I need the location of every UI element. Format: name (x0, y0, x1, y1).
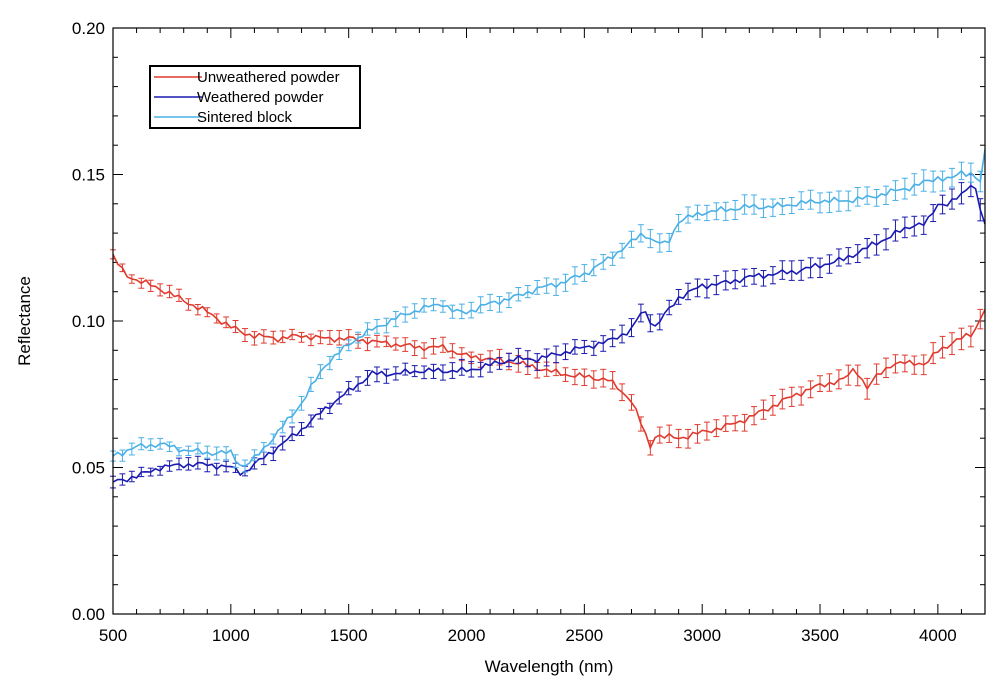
series-unweathered-powder (110, 249, 986, 456)
x-tick-label: 1000 (212, 626, 250, 645)
series-line (112, 253, 986, 450)
legend-label: Sintered block (197, 109, 293, 126)
y-tick-label: 0.10 (72, 312, 105, 331)
y-tick-label: 0.20 (72, 19, 105, 38)
x-tick-label: 4000 (919, 626, 957, 645)
series-sintered-block (110, 149, 986, 473)
y-axis-title: Reflectance (15, 276, 34, 366)
x-tick-label: 3000 (683, 626, 721, 645)
x-tick-label: 3500 (801, 626, 839, 645)
series-layer (110, 149, 986, 489)
y-tick-label: 0.05 (72, 459, 105, 478)
tick-labels: 500 1000 1500 2000 2500 3000 3500 4000 0.00 0.05 0… (72, 19, 957, 645)
x-tick-label: 2000 (448, 626, 486, 645)
y-tick-label: 0.00 (72, 605, 105, 624)
legend: Unweathered powder Weathered powder Sinter… (149, 65, 361, 129)
legend-label: Unweathered powder (197, 69, 340, 86)
series-line (112, 184, 986, 483)
series-line (112, 149, 986, 467)
x-tick-label: 2500 (565, 626, 603, 645)
x-tick-label: 500 (99, 626, 127, 645)
x-axis-title: Wavelength (nm) (485, 657, 614, 676)
plot-frame (112, 27, 986, 615)
y-tick-label: 0.15 (72, 166, 105, 185)
legend-label: Weathered powder (197, 89, 323, 106)
series-weathered-powder (110, 174, 986, 489)
x-tick-label: 1500 (330, 626, 368, 645)
